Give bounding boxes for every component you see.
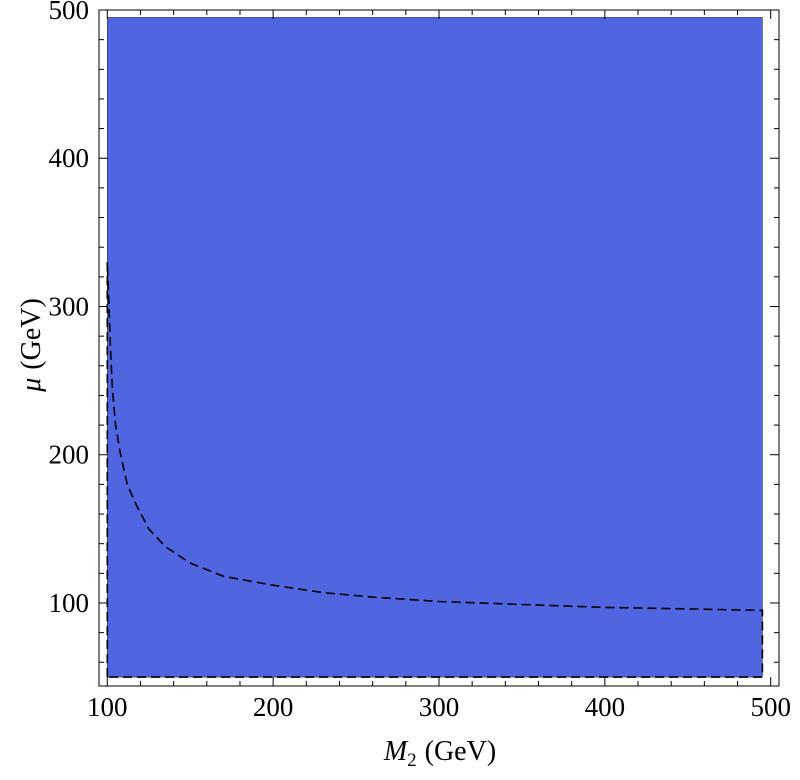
dashed-contour-line — [106, 261, 764, 678]
y-tick-label: 300 — [49, 291, 90, 321]
x-tick-label: 400 — [585, 692, 626, 722]
tick-labels: 100 200 300 400 500 100 200 300 400 500 — [49, 0, 791, 722]
x-axis-label: M2 (GeV) — [383, 736, 496, 771]
y-axis-unit: (GeV) — [16, 298, 47, 370]
x-tick-label: 100 — [87, 692, 128, 722]
x-tick-label: 200 — [253, 692, 294, 722]
x-tick-label: 300 — [419, 692, 460, 722]
y-tick-label: 200 — [49, 440, 90, 470]
x-tick-label: 500 — [750, 692, 791, 722]
y-axis-symbol: μ — [16, 378, 47, 393]
axis-ticks — [99, 9, 779, 686]
dashed-contour — [106, 261, 764, 678]
x-axis-unit: (GeV) — [425, 736, 497, 767]
allowed-region — [106, 17, 763, 678]
y-tick-label: 400 — [49, 143, 90, 173]
allowed-region-fill — [106, 17, 763, 678]
x-axis-subscript: 2 — [407, 750, 417, 771]
y-axis-label: μ (GeV) — [16, 298, 47, 393]
x-axis-symbol: M — [383, 736, 409, 767]
y-tick-label: 100 — [49, 588, 90, 618]
y-tick-label: 500 — [49, 0, 90, 25]
